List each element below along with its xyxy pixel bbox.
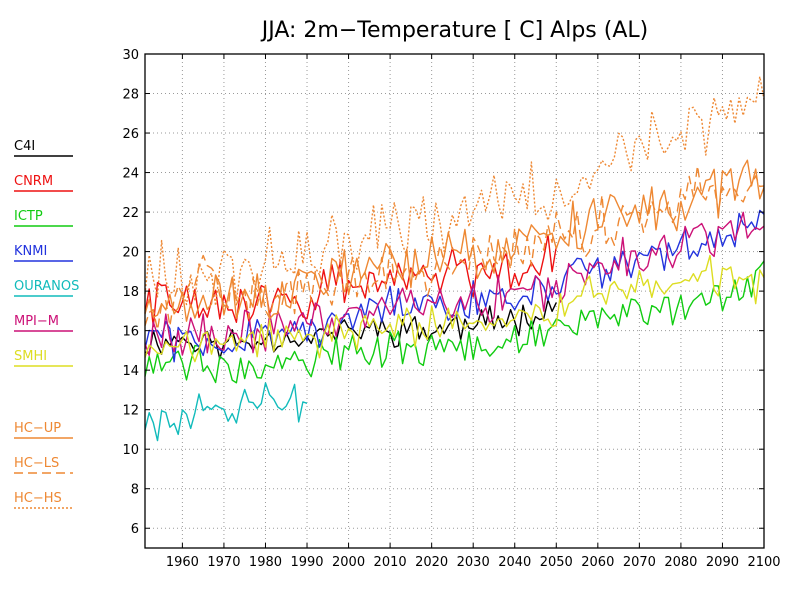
x-tick-label: 2100 <box>747 555 780 570</box>
legend-label: MPI−M <box>14 314 59 329</box>
y-tick-label: 8 <box>131 483 139 498</box>
y-tick-label: 20 <box>122 246 139 261</box>
x-tick-label: 2080 <box>664 555 697 570</box>
x-tick-label: 2030 <box>457 555 490 570</box>
y-tick-label: 14 <box>122 364 139 379</box>
x-tick-label: 1990 <box>290 555 323 570</box>
y-tick-label: 28 <box>122 88 139 103</box>
y-tick-label: 18 <box>122 285 139 300</box>
series-line-4 <box>144 382 308 442</box>
series-line-8 <box>144 164 765 331</box>
y-tick-label: 10 <box>122 443 139 458</box>
x-tick-label: 1960 <box>166 555 199 570</box>
y-tick-labels: 6 8 10 12 14 16 18 20 22 24 26 28 30 <box>122 48 139 537</box>
x-tick-label: 2090 <box>706 555 739 570</box>
series-line-2 <box>144 260 765 384</box>
plot-frame <box>144 53 765 549</box>
x-tick-label: 2060 <box>581 555 614 570</box>
legend-label: C4I <box>14 139 35 154</box>
y-tick-label: 6 <box>131 522 139 537</box>
series-line-6 <box>144 254 765 363</box>
series-lines <box>144 75 765 442</box>
x-tick-label: 1980 <box>249 555 282 570</box>
x-tick-label: 2010 <box>374 555 407 570</box>
y-tick-label: 26 <box>122 127 139 142</box>
x-tick-label: 2050 <box>540 555 573 570</box>
tick-marks <box>145 53 765 548</box>
legend-label: OURANOS <box>14 279 79 294</box>
x-tick-labels: 1960 1970 1980 1990 2000 2010 2020 2030 2040 2050… <box>166 555 781 570</box>
x-tick-label: 2000 <box>332 555 365 570</box>
legend-label: HC−LS <box>14 456 59 471</box>
y-tick-label: 24 <box>122 167 139 182</box>
y-tick-label: 30 <box>122 48 139 63</box>
series-line-9 <box>144 75 765 307</box>
x-tick-label: 1970 <box>207 555 240 570</box>
legend-label: CNRM <box>14 174 53 189</box>
series-line-7 <box>144 159 765 322</box>
x-tick-label: 2020 <box>415 555 448 570</box>
y-tick-label: 16 <box>122 325 139 340</box>
x-tick-label: 2070 <box>623 555 656 570</box>
chart-title: JJA: 2m−Temperature [ C] Alps (AL) <box>261 18 649 43</box>
y-tick-label: 12 <box>122 404 139 419</box>
series-line-3 <box>144 209 765 363</box>
legend-label: HC−HS <box>14 491 62 506</box>
legend: C4I CNRM ICTP KNMI OURANOS MPI−M SMHI HC−UP HC−L… <box>14 139 79 509</box>
legend-label: ICTP <box>14 209 43 224</box>
legend-label: HC−UP <box>14 421 61 436</box>
legend-label: KNMI <box>14 244 47 259</box>
series-line-5 <box>144 211 765 357</box>
x-tick-label: 2040 <box>498 555 531 570</box>
y-tick-label: 22 <box>122 206 139 221</box>
legend-label: SMHI <box>14 349 47 364</box>
